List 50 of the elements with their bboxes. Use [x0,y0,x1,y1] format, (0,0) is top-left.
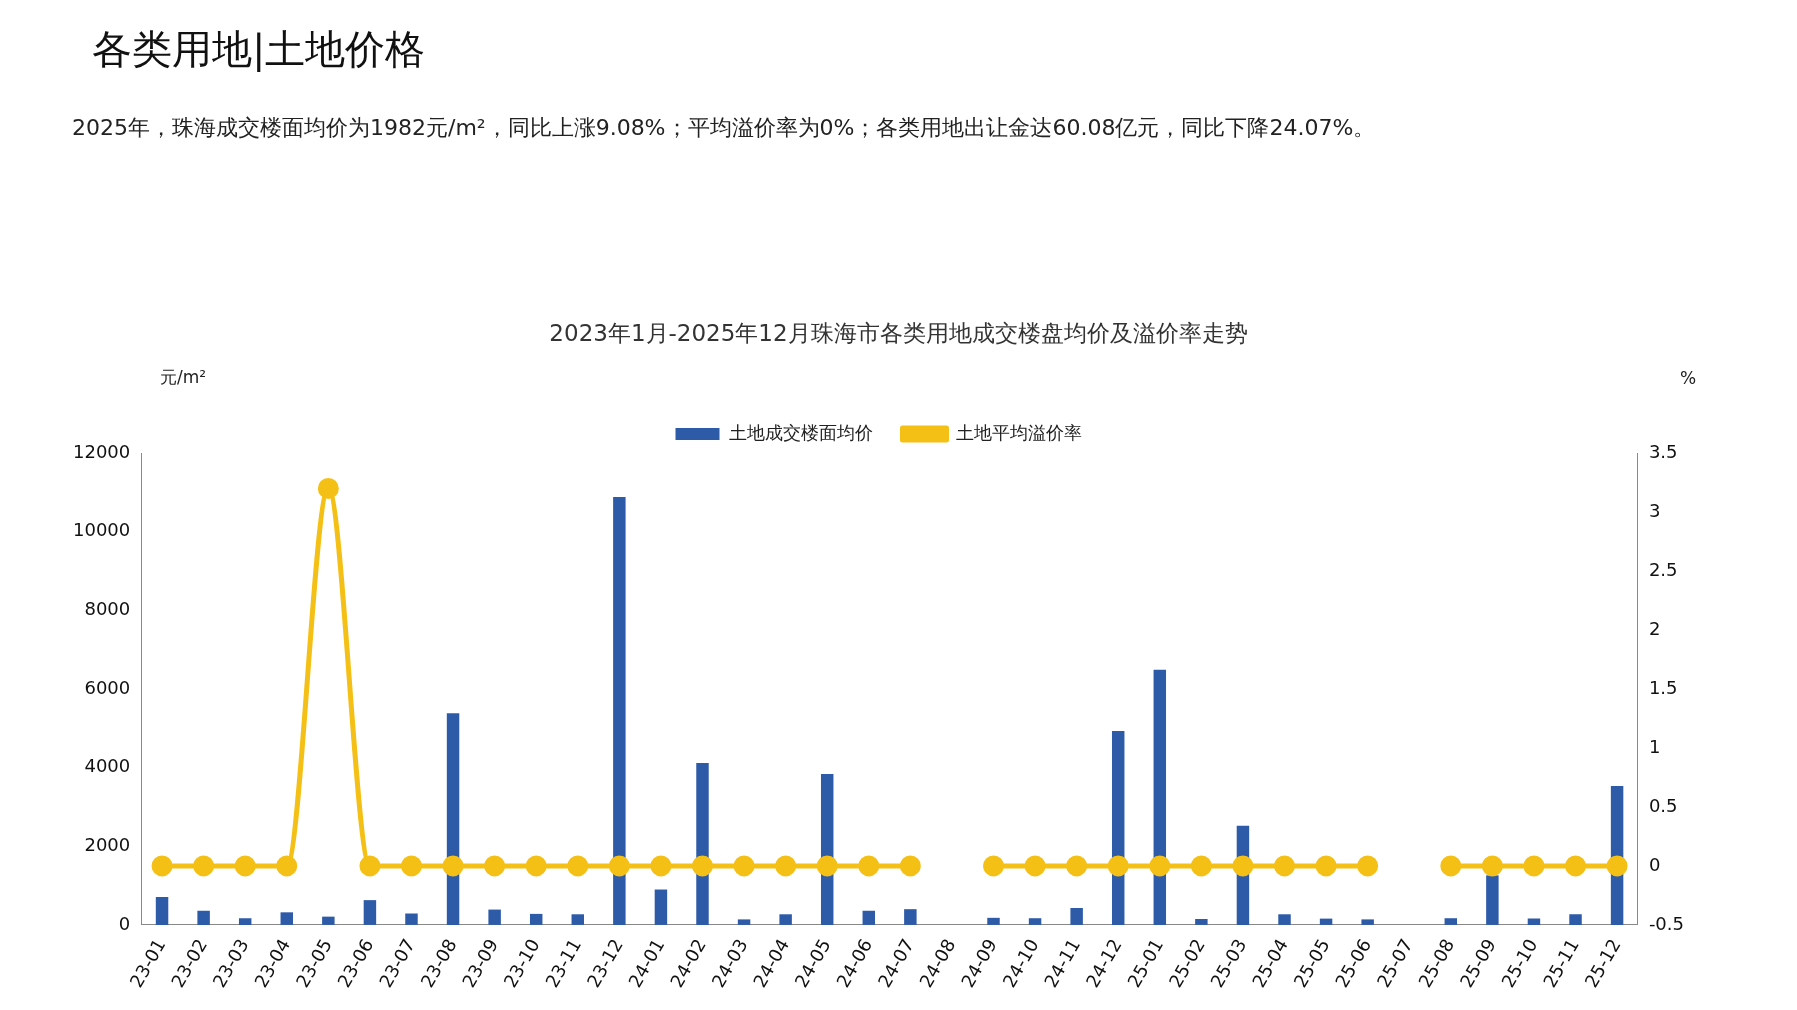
bar [280,912,293,925]
y2-tick-label: 3.5 [1648,440,1678,462]
bar [1278,914,1291,925]
bar [1569,914,1582,925]
legend-label: 土地平均溢价率 [955,421,1082,443]
text: 各类用地|土地价格 [92,25,426,74]
bar [862,910,876,925]
bar [1527,918,1541,925]
y-tick-label: 12000 [73,440,131,462]
bar [1028,918,1042,925]
bar [197,910,210,925]
y-tick-label: 8000 [84,597,131,619]
y-tick-label: 2000 [84,833,131,855]
y2-tick-label: 0.5 [1648,794,1678,816]
y2-tick-label: 1 [1648,735,1661,757]
chart-title: 2023年1月-2025年12月珠海市各类用地成交楼盘均价及溢价率走势 [548,319,1249,348]
bar [613,497,626,925]
text: 2025年，珠海成交楼面均价为1982元/m²，同比上涨9.08%；平均溢价率为0%；各类用地出让金达60.08亿元，同比下降24.07%。 [72,114,1376,142]
bar [987,917,1000,925]
legend-label: 土地成交楼面均价 [728,421,873,443]
bar [1319,918,1333,925]
y-tick-label: 10000 [73,519,131,541]
bar [654,889,668,925]
bar [779,914,792,925]
bar [238,918,252,925]
y2-tick-label: 2.5 [1648,558,1678,580]
bar [1195,919,1208,925]
bar [1486,875,1499,925]
y2-tick-label: 1.5 [1648,676,1678,698]
y2-tick-label: 2 [1648,617,1661,639]
bar [1444,918,1458,925]
bar [155,896,169,925]
y2-tick-label: -0.5 [1648,912,1684,934]
bar [405,913,418,925]
y2-tick-label: 3 [1648,499,1661,521]
bar [737,919,751,925]
y-tick-label: 6000 [84,676,131,698]
y2-tick-label: 0 [1648,853,1661,875]
bar [322,916,335,925]
bar [488,909,501,925]
bar [904,909,917,925]
bar [1361,919,1374,925]
y2-axis-title: % [1680,368,1697,388]
bar [363,900,377,925]
y-tick-label: 0 [118,912,131,934]
y-axis-title: 元/m² [160,366,207,389]
bar [571,914,585,925]
bar [1070,907,1083,925]
bar [529,913,543,925]
y-tick-label: 4000 [84,755,131,777]
